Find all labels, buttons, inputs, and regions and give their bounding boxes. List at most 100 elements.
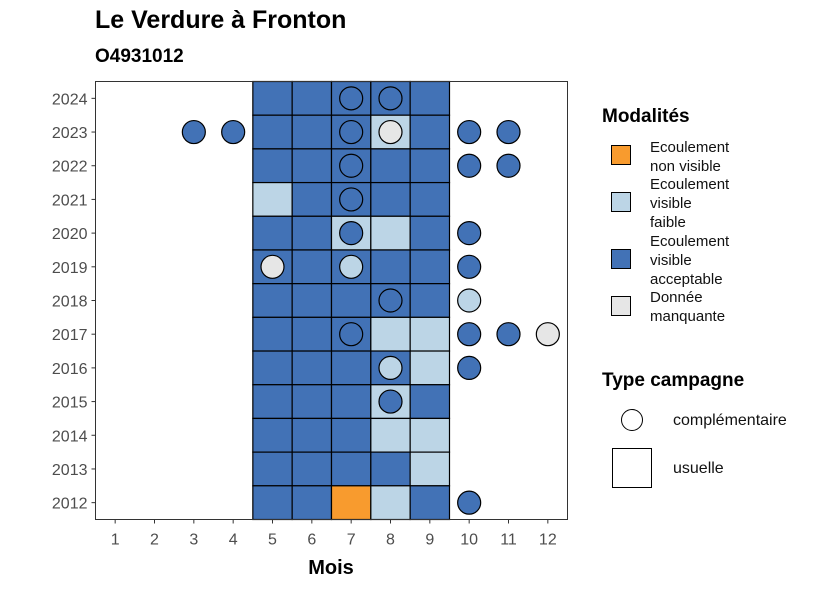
x-tick-label: 3	[189, 532, 198, 549]
heatmap-cell	[409, 215, 451, 251]
heatmap-cell	[291, 148, 333, 184]
heatmap-cell	[409, 283, 451, 318]
y-tick-label: 2021	[52, 192, 88, 209]
heatmap-cell	[409, 181, 451, 217]
axes: 1 2 3 4 5 6 7 8 9 10 11 122012201320142015201620172…	[52, 91, 557, 548]
heatmap-cell	[370, 181, 411, 217]
complementaire-point	[378, 86, 403, 111]
x-tick-label: 4	[229, 532, 238, 549]
complementaire-point	[378, 119, 403, 145]
complementaire-point	[339, 119, 364, 145]
heatmap-cell	[409, 80, 451, 116]
heatmap-cell	[252, 417, 293, 453]
heatmap-cell	[330, 350, 372, 386]
legend-key-non-visible	[611, 145, 631, 165]
x-tick-label: 2	[150, 532, 159, 549]
y-tick-label: 2024	[52, 91, 88, 108]
legend-label-line: visible	[650, 252, 692, 269]
complementaire-point	[496, 153, 521, 178]
complementaire-point	[260, 254, 285, 279]
complementaire-point	[339, 254, 364, 279]
complementaire-point	[457, 490, 482, 515]
complementaire-point	[339, 187, 364, 212]
heatmap-cell	[252, 215, 293, 251]
x-tick-label: 10	[460, 532, 478, 549]
heatmap-cell	[252, 316, 293, 352]
complementaire-point	[378, 389, 403, 414]
legend-key-donnee-manquante	[611, 296, 631, 316]
x-tick-label: 1	[111, 532, 120, 549]
complementaire-point	[221, 119, 246, 145]
x-tick-label: 11	[500, 532, 517, 549]
x-tick-label: 8	[386, 532, 395, 549]
legend-label-visible-faible: Ecoulement visible faible	[650, 175, 729, 232]
heatmap-cell	[330, 384, 372, 420]
legend-label-line: acceptable	[650, 271, 723, 288]
heatmap-cell	[291, 384, 333, 420]
legend-label-donnee-manquante: Donnée manquante	[650, 288, 725, 326]
heatmap-cell	[370, 148, 411, 184]
heatmap-cell	[291, 451, 333, 487]
legend-label-line: Ecoulement	[650, 176, 730, 193]
heatmap-cell	[409, 485, 451, 521]
x-tick-label: 6	[307, 532, 316, 549]
heatmap-cell	[291, 350, 333, 386]
heatmap-cell	[409, 451, 451, 487]
complementaire-point	[378, 355, 403, 380]
legend-label-line: visible	[650, 195, 692, 212]
y-tick-label: 2015	[52, 395, 88, 412]
heatmap-cell	[291, 249, 333, 285]
heatmap-cell	[409, 249, 451, 285]
legend-label-visible-acceptable: Ecoulement visible acceptable	[650, 232, 729, 289]
x-tick-label: 5	[268, 532, 277, 549]
complementaire-point	[339, 153, 364, 178]
y-tick-label: 2013	[52, 462, 88, 479]
y-tick-label: 2020	[52, 226, 88, 243]
complementaire-point	[535, 322, 560, 347]
legend-type-title: Type campagne	[602, 370, 745, 391]
heatmap-cell	[330, 451, 372, 487]
heatmap-cell	[409, 350, 451, 386]
legend-key-complementaire	[621, 409, 643, 431]
complementaire-point	[339, 322, 364, 347]
complementaire-point	[457, 322, 482, 347]
legend-label-usuelle: usuelle	[673, 460, 724, 477]
heatmap-cell	[291, 316, 333, 352]
heatmap-cell	[409, 417, 451, 453]
heatmap-cell	[409, 316, 451, 352]
legend-label-line: Ecoulement	[650, 139, 730, 156]
heatmap-cell	[370, 417, 411, 453]
heatmap-cell	[252, 485, 293, 521]
complementaire-point	[457, 119, 482, 145]
heatmap-cell	[330, 485, 372, 521]
legend-label-complementaire: complémentaire	[673, 412, 787, 429]
y-tick-label: 2023	[52, 125, 88, 142]
y-tick-label: 2017	[52, 327, 88, 344]
heatmap-cell	[252, 148, 293, 184]
legend-label-line: Ecoulement	[650, 233, 730, 250]
complementaire-point	[457, 221, 482, 246]
heatmap-cell	[252, 384, 293, 420]
complementaire-point	[339, 86, 364, 111]
heatmap-cell	[409, 114, 451, 150]
legend-label-line: faible	[650, 214, 686, 231]
heatmap-cell	[252, 350, 293, 386]
heatmap-cell	[330, 283, 372, 318]
complementaire-point	[457, 153, 482, 178]
heatmap-cell	[370, 316, 411, 352]
heatmap-cell	[370, 451, 411, 487]
legend-label-line: non visible	[650, 158, 721, 175]
heatmap-cell	[252, 80, 293, 116]
complementaire-point	[339, 221, 364, 246]
complementaire-point	[496, 322, 521, 347]
y-tick-label: 2022	[52, 159, 88, 176]
complementaire-points	[181, 86, 560, 515]
complementaire-point	[457, 254, 482, 279]
y-tick-label: 2016	[52, 361, 88, 378]
x-axis-title: Mois	[308, 557, 354, 579]
heatmap-cell	[291, 80, 333, 116]
heatmap-cell	[252, 114, 293, 150]
heatmap-cell	[291, 215, 333, 251]
heatmap-cell	[291, 114, 333, 150]
